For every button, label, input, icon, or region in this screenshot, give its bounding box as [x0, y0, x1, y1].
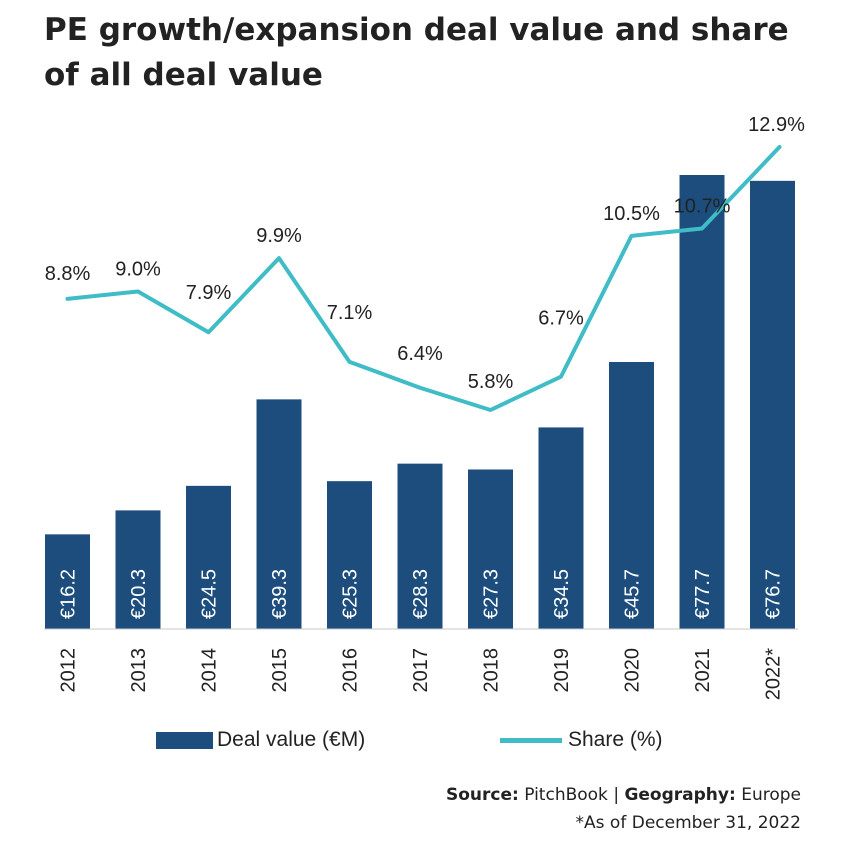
bar-value-label: €27.3: [481, 569, 503, 619]
legend-item-deal-value: Deal value (€M): [156, 728, 365, 752]
bar-2022*: [750, 180, 795, 629]
legend: Deal value (€M) Share (%): [0, 728, 859, 764]
legend-item-share: Share (%): [500, 728, 663, 752]
share-value-label: 9.9%: [256, 225, 302, 247]
bar-2021: [679, 175, 725, 629]
share-line: [65, 145, 782, 412]
x-tick-label: 2017: [410, 648, 432, 693]
geography-value: Europe: [741, 785, 801, 805]
bar-2015: [256, 399, 302, 629]
x-tick-label: 2019: [551, 648, 573, 693]
source-line: Source: PitchBook | Geography: Europe: [446, 785, 801, 805]
x-tick-label: 2014: [199, 648, 221, 693]
bar-value-label: €20.3: [128, 569, 150, 619]
bar-value-label: €77.7: [692, 569, 714, 619]
x-tick-label: 2018: [481, 648, 503, 693]
share-value-label: 7.1%: [327, 302, 373, 324]
bar-value-label: €16.2: [58, 569, 80, 619]
footnote: *As of December 31, 2022: [575, 813, 801, 833]
share-value-label: 6.4%: [397, 343, 443, 365]
bar-2013: [115, 510, 161, 629]
bar-value-label: €39.3: [269, 569, 291, 619]
x-tick-label: 2020: [622, 648, 644, 693]
bar-2018: [468, 469, 513, 629]
bar-2017: [397, 463, 443, 629]
bar-2020: [609, 361, 654, 629]
bar-value-label: €28.3: [410, 569, 432, 619]
source-separator: |: [613, 785, 620, 805]
share-value-label: 8.8%: [45, 263, 91, 285]
share-value-label: 6.7%: [538, 308, 584, 330]
bar-value-label: €34.5: [551, 569, 573, 619]
legend-label-share: Share (%): [568, 728, 663, 751]
x-tick-label: 2015: [269, 648, 291, 693]
share-value-label: 9.0%: [115, 258, 161, 280]
bar-2019: [538, 427, 584, 629]
share-value-label: 12.9%: [748, 114, 805, 136]
source-label: Source:: [445, 785, 519, 805]
combo-chart: €16.2 €20.3 €24.5 €39.3 €25.3 €28.3 €27.3 €34.5…: [44, 114, 805, 700]
legend-swatch-line: [500, 737, 562, 743]
chart-title: PE growth/expansion deal value and share…: [44, 12, 789, 93]
x-tick-label: 2016: [340, 648, 362, 693]
x-tick-label: 2013: [128, 648, 150, 693]
x-tick-label: 2012: [58, 648, 80, 693]
bar-2014: [186, 485, 231, 629]
legend-swatch-bar: [156, 731, 213, 749]
bar-value-label: €76.7: [763, 569, 785, 619]
share-value-label: 10.7%: [674, 195, 731, 217]
share-value-label: 5.8%: [468, 371, 514, 393]
x-tick-label: 2021: [692, 648, 714, 693]
bar-value-label: €24.5: [199, 569, 221, 619]
legend-label-deal-value: Deal value (€M): [217, 728, 366, 751]
source-value: PitchBook: [524, 785, 608, 805]
bar-value-label: €25.3: [340, 569, 362, 619]
bar-2012: [45, 534, 90, 629]
share-value-label: 10.5%: [603, 203, 660, 225]
geography-label: Geography:: [624, 785, 736, 805]
share-value-label: 7.9%: [186, 282, 232, 304]
bar-value-label: €45.7: [622, 569, 644, 619]
bar-2016: [327, 481, 372, 629]
x-tick-label: 2022*: [763, 648, 785, 700]
